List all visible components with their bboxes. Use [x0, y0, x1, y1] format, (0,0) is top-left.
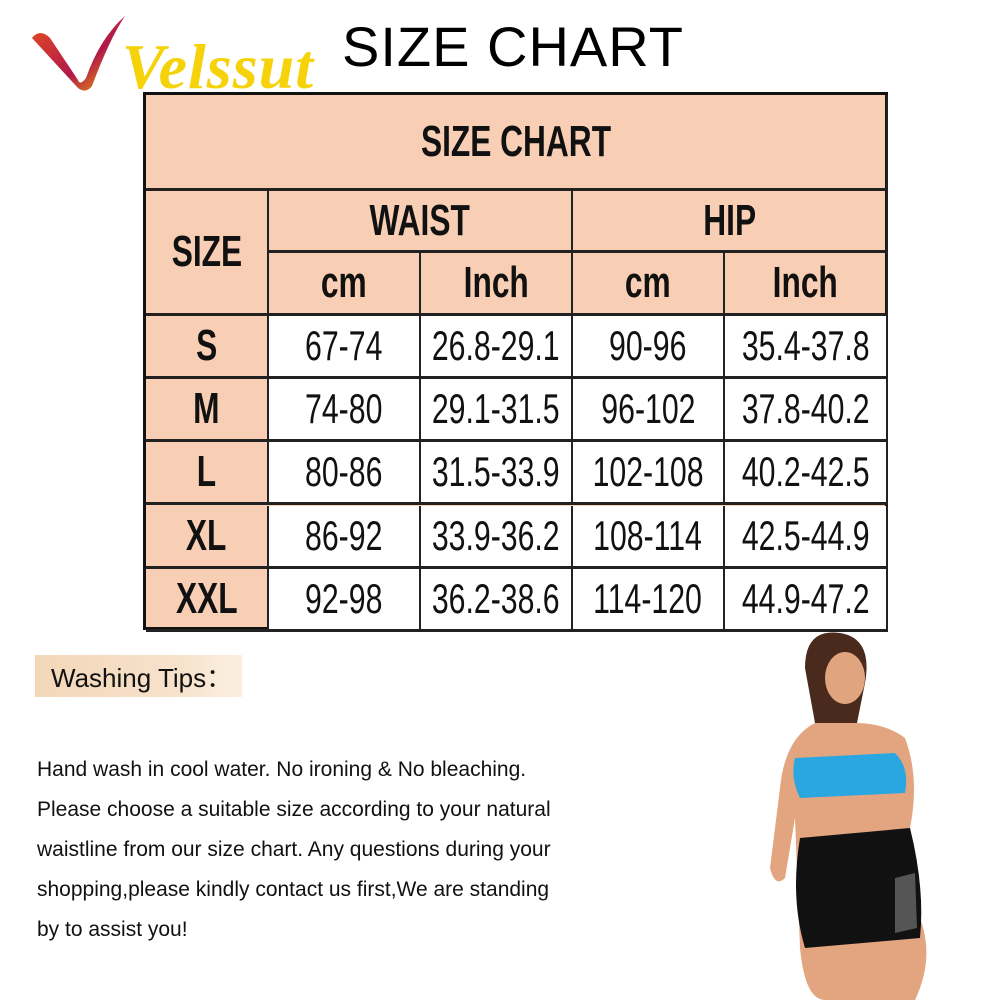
- table-title-text: SIZE CHART: [420, 116, 612, 166]
- washing-tips-label: Washing Tips：: [35, 655, 242, 697]
- table-cell: 74-80: [269, 379, 421, 443]
- unit-header-text: Inch: [772, 258, 839, 307]
- size-label-text: M: [193, 384, 220, 434]
- table-cell-text: 86-92: [305, 511, 383, 559]
- table-cell-text: 35.4-37.8: [741, 322, 870, 369]
- size-header: SIZE: [146, 191, 269, 316]
- unit-header: cm: [269, 253, 421, 316]
- table-cell-text: 31.5-33.9: [432, 448, 560, 496]
- table-cell: 37.8-40.2: [725, 379, 888, 443]
- table-cell: 35.4-37.8: [725, 316, 888, 379]
- size-chart-table: SIZE CHART SIZE WAIST HIP cm Inch cm Inch S 67-74…: [143, 92, 888, 632]
- table-cell: 26.8-29.1: [421, 316, 573, 379]
- tips-line: shopping,please kindly contact us first,…: [37, 878, 550, 901]
- size-label: L: [146, 442, 269, 506]
- unit-header: Inch: [725, 253, 888, 316]
- size-header-text: SIZE: [171, 227, 242, 276]
- group-header-hip: HIP: [573, 191, 888, 253]
- table-cell-text: 108-114: [593, 511, 703, 559]
- table-cell-text: 33.9-36.2: [432, 511, 560, 559]
- size-label: M: [146, 379, 269, 443]
- table-cell: 102-108: [573, 442, 725, 506]
- size-label: XL: [146, 505, 269, 569]
- table-cell-text: 44.9-47.2: [741, 574, 870, 622]
- table-cell-text: 74-80: [305, 385, 383, 433]
- table-cell: 40.2-42.5: [725, 442, 888, 506]
- unit-header: Inch: [421, 253, 573, 316]
- brand-logo: Velssut: [30, 8, 313, 102]
- washing-tips-text: Hand wash in cool water. No ironing & No…: [37, 750, 617, 950]
- unit-header: cm: [573, 253, 725, 316]
- group-header-waist: WAIST: [269, 191, 573, 253]
- table-cell: 44.9-47.2: [725, 568, 888, 632]
- group-header-waist-text: WAIST: [369, 195, 471, 245]
- table-cell-text: 40.2-42.5: [741, 448, 870, 496]
- table-cell: 33.9-36.2: [421, 505, 573, 569]
- table-cell-text: 26.8-29.1: [432, 322, 560, 369]
- table-title: SIZE CHART: [146, 95, 888, 191]
- table-cell-text: 114-120: [593, 574, 703, 622]
- size-label: XXL: [146, 568, 269, 632]
- table-cell: 90-96: [573, 316, 725, 379]
- table-cell-text: 29.1-31.5: [432, 385, 560, 433]
- unit-header-text: cm: [625, 258, 671, 307]
- table-cell-text: 36.2-38.6: [432, 574, 560, 622]
- group-header-hip-text: HIP: [703, 195, 756, 245]
- table-cell: 86-92: [269, 505, 421, 569]
- table-cell: 92-98: [269, 568, 421, 632]
- table-cell: 80-86: [269, 442, 421, 506]
- table-cell-text: 37.8-40.2: [741, 385, 870, 433]
- table-cell-text: 92-98: [305, 574, 383, 622]
- size-label-text: XL: [186, 510, 227, 560]
- tips-line: Hand wash in cool water. No ironing & No…: [37, 758, 527, 781]
- tips-line: by to assist you!: [37, 918, 188, 941]
- table-cell-text: 102-108: [592, 448, 704, 496]
- unit-header-text: cm: [321, 258, 367, 307]
- size-label-text: XXL: [175, 573, 238, 623]
- table-cell: 29.1-31.5: [421, 379, 573, 443]
- page-title: SIZE CHART: [342, 15, 684, 78]
- table-cell: 31.5-33.9: [421, 442, 573, 506]
- table-cell-text: 96-102: [600, 385, 696, 433]
- unit-header-text: Inch: [463, 258, 529, 307]
- table-cell-text: 67-74: [305, 322, 383, 369]
- logo-text: Velssut: [122, 31, 314, 102]
- tips-line: waistline from our size chart. Any quest…: [37, 838, 551, 861]
- table-cell: 36.2-38.6: [421, 568, 573, 632]
- table-cell-text: 80-86: [305, 448, 383, 496]
- size-label: S: [146, 316, 269, 379]
- logo-v-swoosh-icon: [32, 16, 125, 91]
- table-cell: 96-102: [573, 379, 725, 443]
- size-label-text: L: [196, 447, 217, 497]
- table-cell-text: 42.5-44.9: [741, 511, 870, 559]
- size-label-text: S: [195, 321, 218, 370]
- model-photo: [770, 632, 927, 1000]
- table-cell: 108-114: [573, 505, 725, 569]
- table-cell-text: 90-96: [609, 322, 687, 369]
- table-cell: 67-74: [269, 316, 421, 379]
- table-cell: 42.5-44.9: [725, 505, 888, 569]
- table-cell: 114-120: [573, 568, 725, 632]
- tips-line: Please choose a suitable size according …: [37, 798, 551, 821]
